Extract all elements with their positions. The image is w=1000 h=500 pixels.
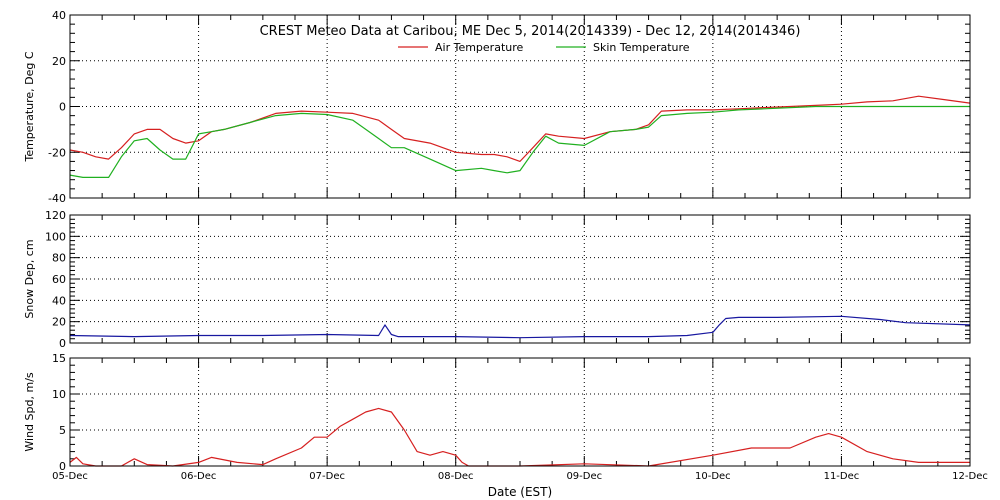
y-tick-label: 0	[59, 460, 66, 473]
y-tick-label: 10	[52, 388, 66, 401]
y-tick-label: 40	[52, 9, 66, 22]
y-tick-label: -20	[48, 146, 66, 159]
x-tick-label: 07-Dec	[309, 471, 345, 482]
y-tick-label: -40	[48, 192, 66, 205]
y-tick-label: 0	[59, 337, 66, 350]
y-tick-label: 40	[52, 294, 66, 307]
chart-title: CREST Meteo Data at Caribou, ME Dec 5, 2…	[260, 24, 801, 39]
panel-2: 0 20 40 60 80 100 120 Snow Dep, cm	[23, 209, 971, 350]
y-axis-label: Wind Spd, m/s	[23, 372, 36, 452]
y-tick-label: 0	[59, 101, 66, 114]
legend-label: Skin Temperature	[593, 41, 690, 54]
y-tick-label: 5	[59, 424, 66, 437]
plot-frame	[69, 214, 971, 344]
panel-1: -40 -20 0 20 40 Temperature, Deg C Air Tempera…	[23, 9, 971, 205]
y-tick-label: 120	[45, 209, 66, 222]
panel-3: 0 5 10 15 Wind Spd, m/s	[23, 352, 971, 473]
plot-frame	[69, 14, 971, 199]
y-tick-label: 60	[52, 273, 66, 286]
x-tick-label: 09-Dec	[566, 471, 602, 482]
x-tick-label: 10-Dec	[695, 471, 731, 482]
x-axis-label: Date (EST)	[488, 485, 552, 499]
y-axis-label: Temperature, Deg C	[23, 51, 36, 162]
y-tick-label: 15	[52, 352, 66, 365]
y-tick-label: 100	[45, 230, 66, 243]
x-tick-label: 11-Dec	[824, 471, 860, 482]
y-tick-label: 80	[52, 252, 66, 265]
series-line-1	[69, 407, 970, 467]
x-tick-label: 08-Dec	[438, 471, 474, 482]
x-tick-label: 12-Dec	[952, 471, 988, 482]
x-tick-label: 06-Dec	[181, 471, 217, 482]
y-tick-label: 20	[52, 55, 66, 68]
y-axis-label: Snow Dep, cm	[23, 239, 36, 318]
series-line-1	[69, 95, 971, 162]
plot-frame	[69, 357, 971, 467]
series-line-1	[69, 315, 971, 339]
x-tick-label: 05-Dec	[52, 471, 88, 482]
y-tick-label: 20	[52, 316, 66, 329]
series-line-2	[69, 105, 970, 178]
legend-label: Air Temperature	[435, 41, 524, 54]
